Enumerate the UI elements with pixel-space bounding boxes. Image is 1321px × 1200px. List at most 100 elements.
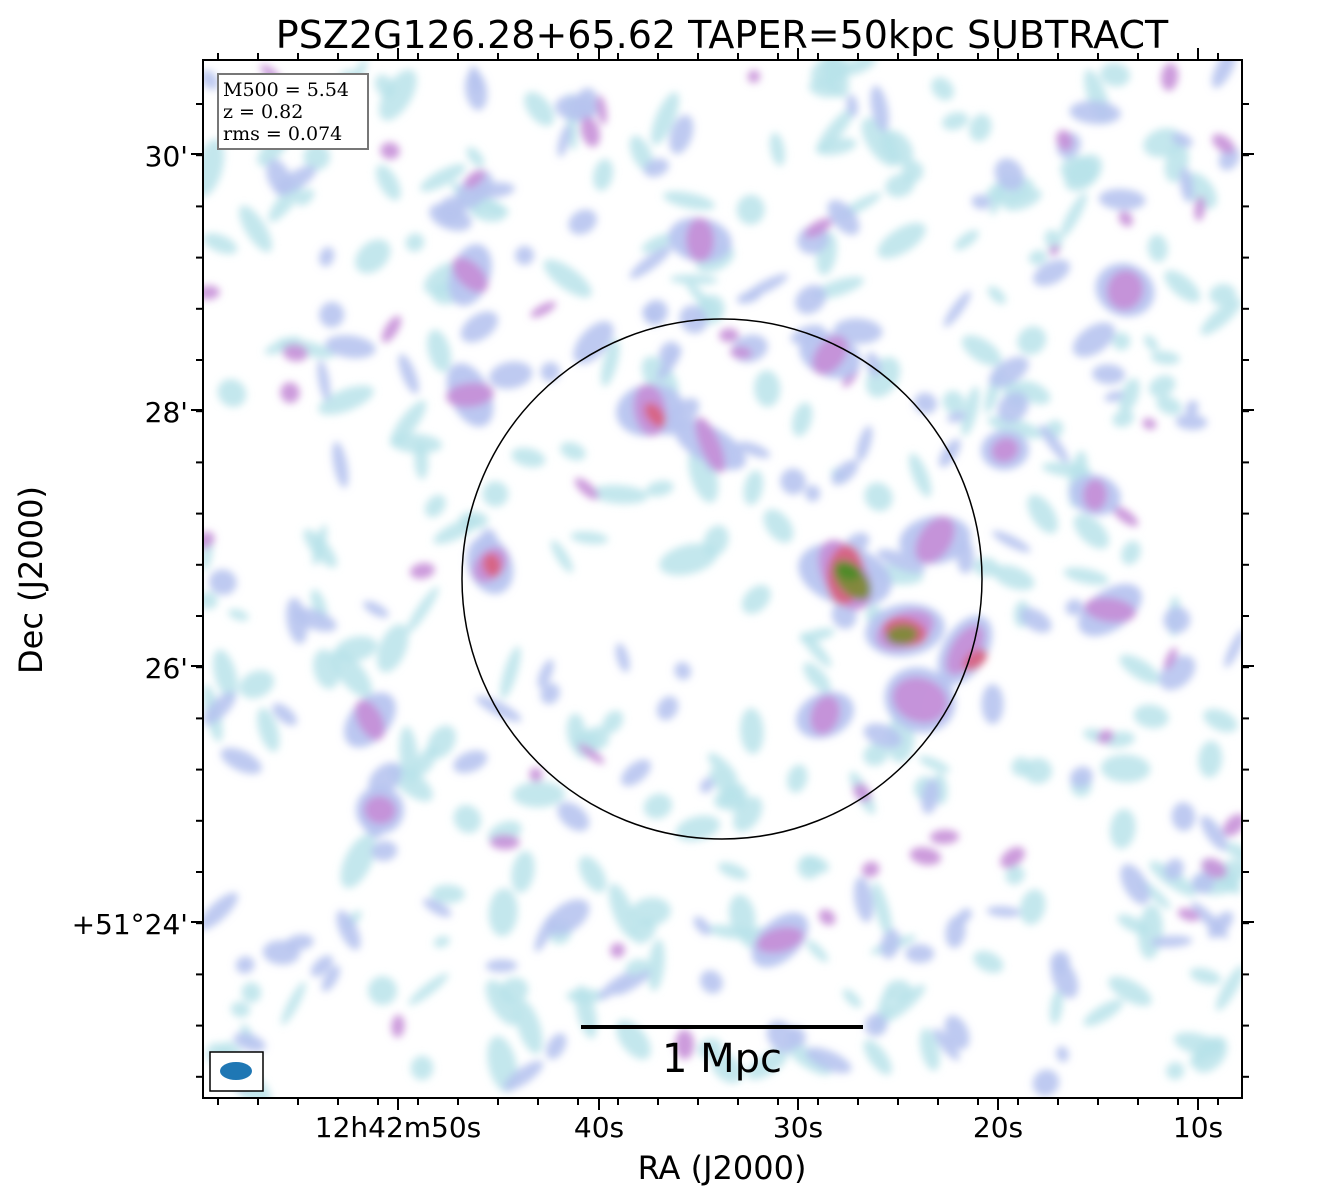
emission-blob (992, 530, 1031, 553)
emission-blob (1189, 967, 1222, 985)
emission-blob (568, 209, 597, 235)
emission-blob (737, 441, 771, 459)
emission-blob (503, 1060, 544, 1091)
emission-blob (740, 707, 764, 755)
emission-blob (515, 245, 535, 266)
emission-blob (645, 480, 674, 497)
emission-blob (853, 876, 874, 923)
emission-blob (482, 553, 502, 577)
emission-blob (674, 661, 692, 680)
emission-blob (929, 829, 959, 845)
emission-blob (557, 801, 590, 832)
emission-blob (931, 77, 955, 101)
emission-blob (572, 87, 598, 121)
emission-blob (804, 484, 821, 502)
emission-blob (884, 980, 913, 1002)
emission-blob (620, 759, 651, 787)
emission-blob (981, 683, 1004, 725)
emission-blob (710, 1052, 744, 1084)
emission-blob (420, 163, 466, 192)
emission-blob (464, 169, 486, 189)
emission-blob (795, 284, 827, 315)
emission-blob (1011, 757, 1031, 777)
emission-blob (540, 361, 560, 382)
emission-blob (318, 385, 374, 415)
emission-blob (220, 747, 262, 774)
emission-blob (641, 233, 675, 253)
emission-blob (831, 459, 859, 486)
y-tick-label: 26' (145, 652, 188, 685)
emission-blob (458, 511, 489, 529)
emission-blob (1133, 704, 1169, 729)
emission-blob (697, 1038, 723, 1060)
emission-blob (806, 940, 829, 963)
emission-blob (805, 1047, 852, 1074)
emission-blob (1112, 505, 1139, 527)
emission-blob (438, 196, 465, 224)
emission-blob (1005, 865, 1025, 885)
emission-blob (262, 940, 300, 965)
emission-blob (1072, 322, 1116, 358)
emission-blob (763, 509, 794, 543)
emission-blob (485, 979, 520, 1026)
emission-blob (1185, 400, 1199, 417)
emission-blob (1073, 514, 1110, 549)
emission-blob (410, 1055, 434, 1081)
emission-blob (414, 442, 429, 480)
emission-blob (203, 892, 238, 931)
emission-blob (598, 972, 632, 1000)
emission-blob (543, 259, 592, 298)
emission-blob (489, 834, 520, 850)
emission-blob (861, 861, 880, 878)
emission-blob (685, 218, 715, 262)
emission-blob (1166, 1062, 1185, 1080)
emission-blob (446, 382, 494, 408)
emission-blob (695, 417, 725, 473)
emission-blob (282, 343, 309, 362)
emission-blob (557, 124, 571, 158)
emission-blob (405, 586, 439, 634)
emission-blob (1163, 606, 1191, 634)
emission-blob (534, 913, 556, 952)
emission-blob (877, 222, 926, 259)
emission-blob (453, 750, 488, 774)
emission-blob (239, 205, 273, 253)
plot-frame (202, 59, 1243, 1099)
emission-blob (943, 290, 971, 328)
emission-blob (469, 182, 515, 199)
emission-blob (780, 468, 806, 495)
emission-blob (693, 916, 711, 936)
emission-blob (986, 906, 1021, 918)
emission-blob (1017, 326, 1047, 355)
emission-blob (325, 335, 376, 359)
emission-blob (812, 335, 848, 375)
emission-blob (1198, 740, 1223, 778)
emission-blob (945, 625, 985, 675)
emission-blob (355, 699, 385, 741)
emission-blob (380, 142, 400, 160)
y-tick-label: +51°24' (72, 908, 188, 941)
emission-blob (650, 92, 680, 145)
emission-blob (398, 353, 419, 394)
emission-blob (872, 881, 893, 938)
emission-blob (466, 146, 485, 168)
emission-blob (961, 335, 1002, 366)
emission-blob (471, 201, 507, 222)
emission-blob (969, 114, 992, 142)
emission-blob (408, 973, 449, 1006)
emission-blob (381, 315, 402, 343)
emission-blob (1069, 100, 1121, 125)
emission-blob (530, 301, 557, 318)
emission-blob (630, 897, 671, 927)
emission-blob (488, 888, 518, 937)
emission-blob (729, 346, 753, 359)
emission-blob (846, 94, 858, 117)
emission-blob (1171, 802, 1196, 832)
emission-blob (1212, 133, 1235, 154)
emission-blob (293, 608, 337, 632)
emission-blob (317, 359, 331, 402)
emission-blob (280, 382, 300, 404)
emission-blob (566, 988, 605, 1004)
emission-blob (593, 158, 614, 191)
